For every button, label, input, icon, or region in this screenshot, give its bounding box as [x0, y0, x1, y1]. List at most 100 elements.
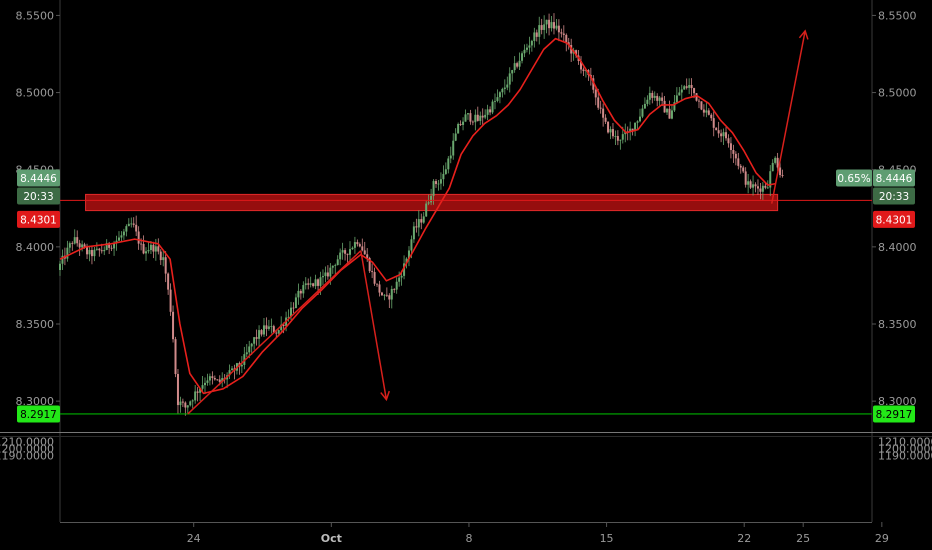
candle-body: [356, 242, 359, 245]
candle-body: [619, 139, 622, 141]
candle-body: [324, 272, 327, 277]
candle-body: [145, 251, 148, 254]
candle-body: [179, 401, 182, 406]
candle-body: [575, 50, 578, 56]
lower-tick-label-left: 1190.0000: [0, 450, 54, 463]
candle-body: [479, 115, 482, 121]
candle-body: [272, 326, 275, 333]
candle-body: [444, 169, 447, 174]
candle-body: [317, 279, 320, 286]
candle-body: [194, 391, 197, 401]
candle-body: [616, 136, 619, 141]
candle-body: [196, 391, 199, 393]
candle-body: [122, 231, 125, 236]
candle-body: [172, 311, 175, 340]
candle-body: [437, 183, 440, 185]
candle-body: [265, 325, 268, 329]
support-level-badge-left: 8.2917: [17, 405, 60, 423]
candle-body: [76, 237, 79, 244]
candle-body: [378, 284, 381, 293]
arrow-shaft[interactable]: [360, 250, 388, 400]
red-level-badge-right: 8.4301: [873, 210, 915, 228]
candle-body: [680, 89, 683, 93]
candle-body: [732, 149, 735, 154]
candle-body: [358, 244, 361, 247]
candle-body: [729, 143, 732, 150]
arrow-shaft[interactable]: [770, 30, 806, 204]
candle-body: [240, 364, 243, 367]
candle-body: [501, 88, 504, 93]
candle-body: [486, 109, 489, 115]
candle-body: [427, 202, 430, 204]
candle-body: [452, 140, 455, 156]
candle-body: [774, 157, 777, 163]
candle-body: [108, 243, 111, 248]
candle-body: [353, 242, 356, 248]
candle-body: [125, 226, 128, 232]
candle-body: [666, 108, 669, 113]
candle-body: [253, 337, 256, 344]
candle-body: [162, 257, 165, 261]
candle-body: [508, 73, 511, 85]
candle-body: [290, 307, 293, 317]
candle-body: [631, 128, 634, 132]
candle-body: [557, 25, 560, 33]
candle-body: [282, 324, 285, 326]
candle-body: [685, 86, 688, 88]
y-tick-label-right: 8.3000: [878, 395, 917, 408]
candle-body: [415, 226, 418, 228]
candle-body: [302, 285, 305, 294]
candle-body: [336, 259, 339, 266]
candle-body: [127, 223, 130, 227]
arrow-head: [798, 29, 809, 40]
candle-body: [506, 84, 509, 88]
candle-body: [417, 219, 420, 228]
candle-body: [248, 346, 251, 353]
candle-body: [469, 113, 472, 122]
candle-body: [410, 239, 413, 251]
candle-body: [83, 244, 86, 248]
candle-body: [250, 343, 253, 347]
candle-body: [781, 175, 784, 176]
y-tick-label-left: 8.4000: [16, 241, 55, 254]
x-tick-label: 8: [465, 532, 472, 545]
y-tick-label-right: 8.4000: [878, 241, 917, 254]
resistance-zone: [85, 193, 779, 212]
candle-body: [739, 165, 742, 168]
candle-body: [120, 235, 123, 238]
candle-body: [683, 86, 686, 90]
candle-body: [135, 224, 138, 232]
candle-body: [651, 92, 654, 98]
candle-body: [614, 136, 617, 137]
candle-body: [771, 162, 774, 172]
arrow-head: [380, 390, 390, 402]
candle-body: [287, 316, 290, 318]
y-tick-label-right: 8.5000: [878, 87, 917, 100]
candle-body: [474, 114, 477, 123]
candle-body: [258, 330, 261, 339]
candle-body: [373, 272, 376, 284]
candle-body: [668, 108, 671, 119]
trendline[interactable]: [187, 250, 362, 415]
countdown-right: 20:33: [879, 191, 909, 203]
candle-body: [457, 123, 460, 134]
candle-body: [535, 32, 538, 37]
drawings: [187, 29, 809, 415]
x-axis: 24 Oct 8 15 22 25 29: [187, 522, 889, 545]
lower-tick-label-right: 1210.0000: [878, 435, 932, 448]
candle-body: [184, 402, 187, 408]
candle-body: [503, 87, 506, 89]
candle-body: [538, 25, 541, 37]
candle-body: [759, 188, 762, 192]
candle-body: [412, 226, 415, 240]
candle-body: [314, 279, 317, 287]
candle-body: [776, 157, 779, 168]
candle-body: [213, 378, 216, 380]
countdown-badge-right: 20:33: [873, 187, 915, 205]
candle-body: [117, 237, 120, 241]
candle-body: [73, 237, 76, 244]
candle-body: [673, 102, 676, 111]
candle-body: [779, 167, 782, 176]
